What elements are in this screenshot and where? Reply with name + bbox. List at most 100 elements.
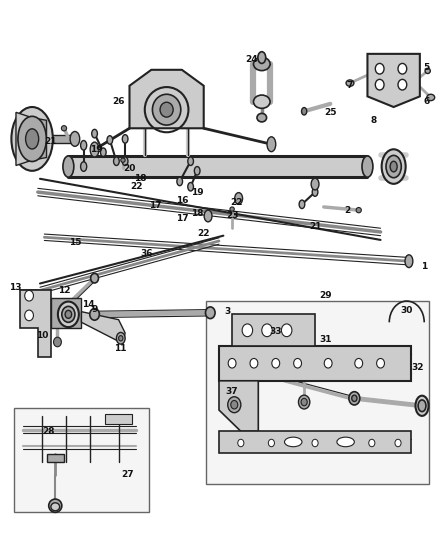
Text: 24: 24	[245, 55, 258, 63]
Circle shape	[324, 359, 332, 368]
Text: 22: 22	[198, 229, 210, 238]
Ellipse shape	[405, 255, 413, 268]
Text: 22: 22	[130, 182, 142, 191]
Ellipse shape	[267, 137, 276, 152]
Ellipse shape	[349, 392, 360, 405]
Ellipse shape	[122, 157, 128, 165]
Ellipse shape	[63, 156, 74, 177]
Circle shape	[53, 337, 61, 347]
Text: 30: 30	[401, 305, 413, 314]
Polygon shape	[46, 454, 64, 462]
Text: 18: 18	[191, 209, 203, 218]
Polygon shape	[219, 431, 411, 453]
Polygon shape	[106, 414, 132, 424]
Text: 33: 33	[269, 327, 282, 336]
Text: 29: 29	[320, 291, 332, 300]
Polygon shape	[20, 290, 51, 357]
Polygon shape	[68, 156, 367, 177]
Ellipse shape	[188, 157, 194, 165]
Circle shape	[298, 395, 310, 409]
Circle shape	[282, 324, 292, 337]
Ellipse shape	[117, 333, 125, 344]
Circle shape	[369, 439, 375, 447]
Text: 3: 3	[225, 307, 231, 316]
Text: 14: 14	[82, 300, 94, 309]
Circle shape	[312, 439, 318, 447]
Text: 21: 21	[309, 222, 321, 231]
Ellipse shape	[58, 302, 79, 327]
Text: 15: 15	[69, 238, 81, 247]
Text: 37: 37	[226, 387, 238, 396]
Circle shape	[398, 79, 407, 90]
Text: 25: 25	[324, 108, 336, 117]
Ellipse shape	[235, 192, 243, 204]
Circle shape	[355, 359, 363, 368]
Ellipse shape	[51, 503, 60, 511]
Polygon shape	[51, 298, 81, 328]
Ellipse shape	[62, 306, 75, 322]
Ellipse shape	[301, 108, 307, 115]
Circle shape	[242, 324, 253, 337]
Text: 13: 13	[9, 283, 21, 292]
Polygon shape	[232, 314, 315, 346]
Polygon shape	[130, 70, 204, 128]
Ellipse shape	[311, 178, 319, 190]
Ellipse shape	[427, 94, 434, 101]
Ellipse shape	[55, 338, 60, 345]
Ellipse shape	[381, 149, 406, 184]
Circle shape	[228, 359, 236, 368]
Circle shape	[272, 359, 280, 368]
Circle shape	[25, 290, 33, 301]
Bar	[14, 408, 149, 512]
Polygon shape	[32, 118, 46, 160]
Circle shape	[25, 310, 33, 321]
Ellipse shape	[188, 182, 194, 191]
Ellipse shape	[386, 156, 401, 177]
Circle shape	[228, 397, 241, 413]
Ellipse shape	[65, 310, 72, 318]
Ellipse shape	[70, 132, 80, 147]
Ellipse shape	[425, 68, 430, 74]
Ellipse shape	[356, 207, 361, 213]
Text: 6: 6	[423, 97, 430, 106]
Ellipse shape	[81, 141, 87, 150]
Ellipse shape	[90, 309, 99, 320]
Polygon shape	[219, 381, 258, 431]
Text: 11: 11	[114, 344, 127, 353]
Bar	[206, 301, 428, 484]
Ellipse shape	[122, 135, 128, 143]
Ellipse shape	[362, 156, 373, 177]
Ellipse shape	[390, 161, 397, 172]
Circle shape	[293, 359, 301, 368]
Ellipse shape	[152, 94, 181, 125]
Circle shape	[238, 439, 244, 447]
Ellipse shape	[194, 166, 200, 175]
Text: 20: 20	[124, 164, 136, 173]
Circle shape	[395, 439, 401, 447]
Text: 18: 18	[134, 174, 147, 183]
Ellipse shape	[205, 307, 215, 319]
Ellipse shape	[346, 80, 354, 86]
Ellipse shape	[254, 58, 270, 70]
Ellipse shape	[352, 395, 357, 401]
Text: 7: 7	[347, 81, 353, 90]
Text: 17: 17	[176, 214, 188, 223]
Text: 9: 9	[92, 304, 98, 313]
Circle shape	[250, 359, 258, 368]
Circle shape	[231, 400, 238, 409]
Polygon shape	[16, 112, 32, 165]
Text: 21: 21	[45, 137, 57, 146]
Text: 5: 5	[423, 63, 430, 71]
Ellipse shape	[25, 129, 39, 149]
Text: 22: 22	[230, 198, 243, 207]
Ellipse shape	[418, 400, 426, 411]
Ellipse shape	[285, 437, 302, 447]
Ellipse shape	[257, 114, 267, 122]
Text: 32: 32	[411, 363, 424, 372]
Ellipse shape	[121, 158, 125, 163]
Circle shape	[375, 63, 384, 74]
Polygon shape	[81, 312, 125, 344]
Ellipse shape	[18, 116, 46, 161]
Ellipse shape	[204, 210, 212, 222]
Circle shape	[262, 324, 272, 337]
